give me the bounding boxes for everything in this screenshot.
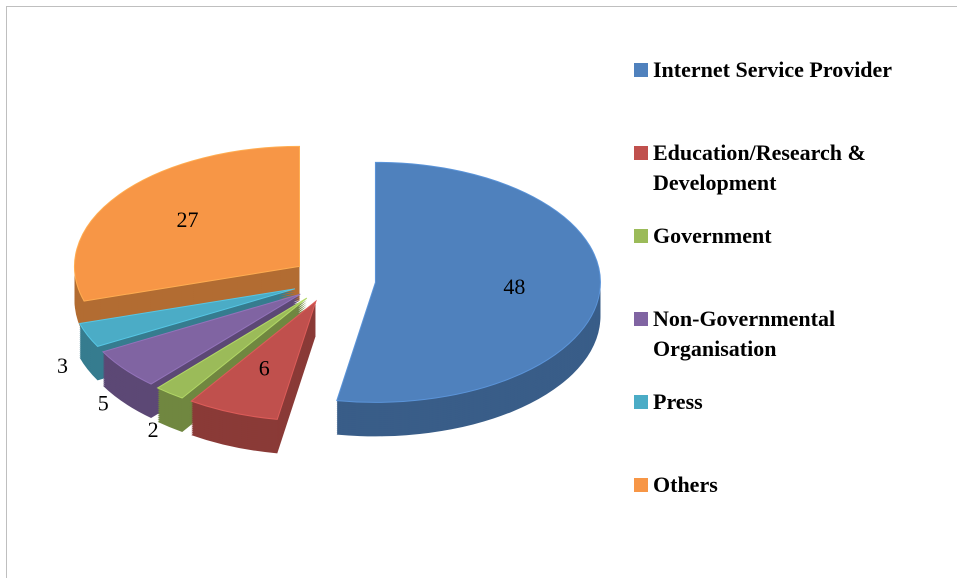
slice bbox=[190, 299, 317, 420]
legend-item: Internet Service Provider bbox=[634, 55, 954, 138]
slice-group bbox=[336, 161, 601, 437]
legend-swatch bbox=[634, 146, 648, 160]
legend-label: Government bbox=[653, 223, 772, 248]
legend: Internet Service Provider Education/Resea… bbox=[634, 55, 954, 553]
legend-item: Others bbox=[634, 470, 954, 553]
legend-item: Government bbox=[634, 221, 954, 304]
data-label: 5 bbox=[98, 390, 109, 415]
slice-group bbox=[74, 145, 300, 336]
data-label: 2 bbox=[148, 417, 159, 442]
legend-item: Education/Research & Development bbox=[634, 138, 954, 221]
slice bbox=[336, 161, 601, 403]
legend-label: Non-Governmental Organisation bbox=[653, 306, 836, 361]
data-label: 6 bbox=[259, 355, 270, 380]
slice-group bbox=[190, 299, 317, 454]
slice bbox=[74, 145, 300, 302]
slice bbox=[156, 297, 308, 399]
legend-swatch bbox=[634, 395, 648, 409]
legend-item: Press bbox=[634, 387, 954, 470]
legend-label: Internet Service Provider bbox=[653, 57, 893, 82]
legend-swatch bbox=[634, 478, 648, 492]
legend-swatch bbox=[634, 229, 648, 243]
legend-label: Others bbox=[653, 472, 718, 497]
data-label: 3 bbox=[57, 353, 68, 378]
legend-item: Non-Governmental Organisation bbox=[634, 304, 954, 387]
data-label: 27 bbox=[176, 207, 198, 232]
pie-area: 48 6 2 5 3 27 bbox=[57, 145, 601, 454]
legend-swatch bbox=[634, 312, 648, 326]
slice bbox=[101, 293, 301, 385]
legend-swatch bbox=[634, 63, 648, 77]
data-label: 48 bbox=[503, 274, 525, 299]
legend-label: Press bbox=[653, 389, 703, 414]
legend-label: Education/Research & Development bbox=[653, 140, 866, 195]
chart-frame bbox=[6, 6, 957, 578]
slice bbox=[78, 288, 296, 347]
